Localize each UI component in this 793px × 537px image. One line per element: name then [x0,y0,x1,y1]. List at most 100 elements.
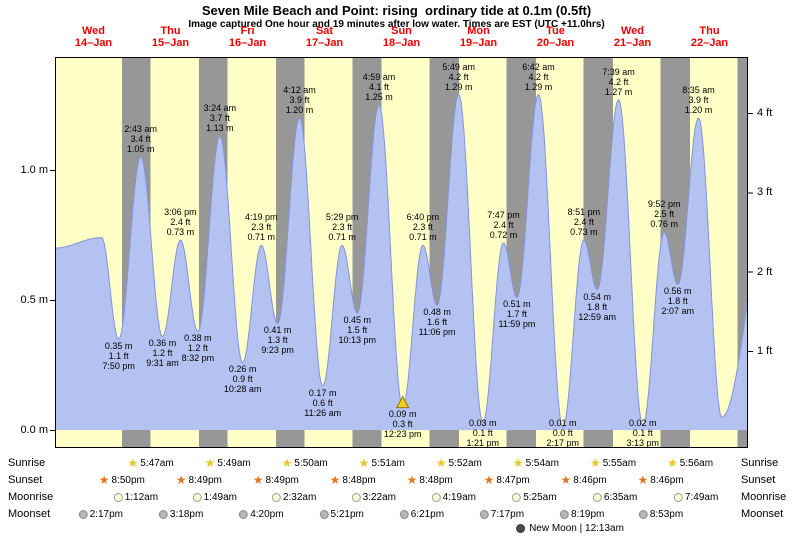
moonrise-moon-icon [592,492,602,502]
sunset-entry: ★ 8:46pm [638,473,684,487]
tide-height-m: 1.20 m [684,105,713,115]
sunrise-entry: ★ 5:55am [590,456,636,470]
tide-height-ft: 1.1 ft [108,351,129,361]
day-label: Sat 17–Jan [306,25,343,49]
tide-annotation-high: 4:59 am 4.1 ft 1.25 m [363,72,396,102]
sunset-star-icon: ★ [406,473,418,487]
sunset-entry: ★ 8:47pm [484,473,530,487]
sunset-entry: ★ 8:46pm [561,473,607,487]
y-axis-label-ft: 2 ft [757,265,773,278]
sunset-star-icon: ★ [175,473,187,487]
tide-height-m: 0.03 m [469,418,497,428]
tide-annotation-high: 6:40 pm 2.3 ft 0.71 m [407,212,440,242]
tide-annotation-low: 0.51 m 1.7 ft 11:59 pm [498,299,535,329]
moonrise-time: 2:32am [282,491,317,503]
sunrise-star-icon: ★ [512,456,524,470]
tide-height-m: 0.48 m [423,307,451,318]
tide-height-m: 1.29 m [444,81,473,92]
sunset-time: 8:46pm [573,474,607,486]
tide-height-m: 0.72 m [489,229,518,240]
tide-time: 9:23 pm [261,345,294,356]
day-date: 19–Jan [459,37,498,49]
tide-height-ft: 1.8 ft [587,301,608,312]
day-weekday: Sun [391,25,412,37]
tide-height-m: 0.26 m [228,364,257,375]
tide-time: 4:12 am [283,85,316,95]
tide-time: 4:59 am [362,72,396,82]
tide-height-m: 0.45 m [343,315,372,325]
tide-height-ft: 0.1 ft [472,428,493,438]
moonrise-entry: 3:22am [351,490,396,504]
sunset-time: 8:47pm [496,474,530,486]
day-date: 17–Jan [305,37,344,49]
tide-height-m: 0.71 m [328,232,356,243]
sunrise-star-icon: ★ [204,456,216,470]
moonrise-time: 1:12am [124,491,159,503]
day-date: 22–Jan [690,37,729,49]
tide-time: 1:21 pm [466,438,500,448]
moonrise-moon-icon [351,492,361,502]
moonset-entry: 7:17pm [479,507,524,521]
moonset-moon-icon [158,509,168,519]
tide-time: 6:42 am [522,61,555,72]
sunrise-time: 5:55am [602,457,637,469]
tide-height-m: 1.29 m [524,81,553,92]
tide-height-m: 0.09 m [388,408,417,419]
moonrise-time: 1:49am [203,491,237,503]
moonset-time: 5:21pm [330,508,364,520]
moonset-time: 4:20pm [250,508,284,520]
tide-annotation-low: 0.02 m 0.1 ft 3:13 pm [627,418,660,448]
tide-annotation-low: 0.54 m 1.8 ft 12:59 am [578,292,616,322]
plot-border [55,57,748,448]
tide-height-m: 0.51 m [503,299,531,310]
tide-time: 5:29 pm [325,212,359,223]
tide-annotation-low: 0.03 m 0.1 ft 1:21 pm [467,418,500,448]
moonset-time: 2:17pm [89,508,123,520]
tide-annotation-high: 2:43 am 3.4 ft 1.05 m [124,124,157,154]
sunrise-entry: ★ 5:49am [205,456,251,470]
sunset-star-icon: ★ [252,473,264,487]
tide-height-ft: 0.1 ft [632,428,653,438]
tide-height-ft: 3.9 ft [688,95,709,105]
moonset-time: 3:18pm [169,508,204,520]
tide-height-ft: 2.3 ft [412,222,433,233]
day-label: Wed 14–Jan [75,25,112,49]
sunset-star-icon: ★ [483,473,495,487]
tide-height-ft: 1.6 ft [427,317,448,328]
astro-row-label-right-moonrise: Moonrise [741,491,787,503]
tide-time: 2:07 am [661,306,695,317]
sunset-star-icon: ★ [560,473,572,487]
tide-time: 9:52 pm [647,199,681,210]
tide-time: 7:50 pm [102,361,135,371]
tide-annotation-low: 0.48 m 1.6 ft 11:06 pm [419,307,456,337]
tide-time: 8:32 pm [181,353,215,364]
moonset-entry: 8:53pm [638,507,683,521]
astro-row-label-right-sunset: Sunset [741,474,776,486]
tide-annotation-high: 4:12 am 3.9 ft 1.20 m [283,85,316,115]
moonset-time: 8:19pm [571,508,605,520]
day-date: 18–Jan [382,37,421,49]
tide-height-m: 0.02 m [629,418,657,428]
tide-height-ft: 4.1 ft [368,82,389,92]
tide-annotation-low: 0.36 m 1.2 ft 9:31 am [146,338,179,368]
sunset-time: 8:49pm [188,474,222,486]
sunrise-entry: ★ 5:47am [128,456,174,470]
tide-height-ft: 1.2 ft [152,348,173,359]
moonrise-entry: 4:19am [431,490,476,504]
day-label: Thu 15–Jan [152,25,189,49]
sunrise-star-icon: ★ [435,456,447,470]
tide-time: 3:06 pm [164,207,197,218]
moonrise-entry: 1:12am [113,490,159,504]
tide-annotation-high: 7:47 pm 2.4 ft 0.72 m [487,210,520,240]
tide-height-ft: 0.9 ft [232,374,253,385]
tide-height-ft: 2.3 ft [332,222,353,233]
tide-annotation-high: 3:24 am 3.7 ft 1.13 m [204,103,237,133]
tide-height-m: 0.73 m [166,227,195,238]
day-weekday: Wed [81,25,106,37]
tide-height-m: 1.25 m [365,92,393,102]
y-axis-label-m: 1.0 m [20,164,48,176]
tide-annotation-low: 0.45 m 1.5 ft 10:13 pm [339,315,377,345]
tide-height-ft: 1.7 ft [506,309,527,320]
sunset-time: 8:48pm [419,474,453,486]
day-weekday: Wed [620,25,645,37]
